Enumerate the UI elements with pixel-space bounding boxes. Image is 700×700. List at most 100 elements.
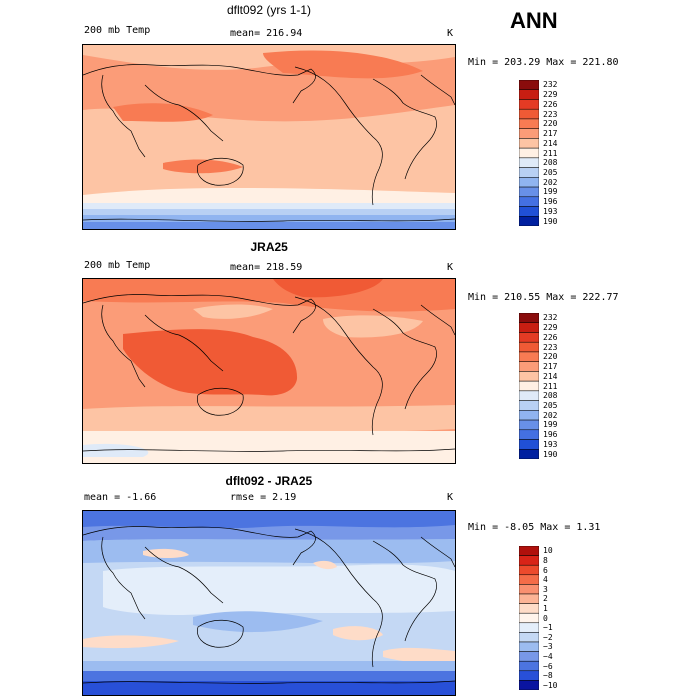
panel2-southern-cool [83,405,455,433]
colorbar-level-label: 199 [543,420,558,430]
colorbar-swatch [518,680,540,691]
colorbar-swatch [518,449,540,460]
colorbar-swatch [518,312,540,323]
colorbar-swatch [518,670,540,681]
colorbar-swatch [518,555,540,566]
colorbar-level-label: 226 [543,99,558,109]
colorbar-swatch [518,118,540,129]
colorbar-level-label: 193 [543,206,558,216]
colorbar-level-label: 214 [543,371,558,381]
colorbar-level-label: 229 [543,90,558,100]
colorbar-swatch [518,545,540,556]
colorbar-level-label: −8 [543,671,553,681]
colorbar-level-label: 199 [543,187,558,197]
colorbar-swatch [518,660,540,672]
colorbar-swatch [518,332,540,343]
panel1-map [82,44,456,230]
panel1-antarctic-band1 [83,203,455,209]
panel2-arctic-warm [273,279,383,298]
panel3-rmse-label: rmse = 2.19 [230,492,297,503]
colorbar-level-label: 226 [543,332,558,342]
colorbar-level-label: 6 [543,565,548,575]
colorbar-level-label: 220 [543,352,558,362]
colorbar-level-label: 217 [543,129,558,139]
season-label: ANN [510,8,558,33]
colorbar-swatch [518,564,540,576]
panel1-map-svg [83,45,455,229]
panel1-antarctic-band4 [83,222,455,229]
panel3-arctic-cold2 [83,525,455,541]
colorbar-swatch [518,400,540,411]
colorbar-level-label: 223 [543,109,558,119]
colorbar-swatch [518,206,540,217]
colorbar-level-label: −10 [543,680,558,690]
panel1-range-label: Min = 203.29 Max = 221.80 [468,57,619,68]
colorbar-swatch [518,390,540,401]
colorbar-swatch [518,651,540,662]
panel2-colorbar [518,312,540,460]
colorbar-level-label: −4 [543,651,553,661]
colorbar-level-label: 232 [543,80,558,90]
panel3-south-warm3 [383,647,455,664]
colorbar-level-label: 220 [543,119,558,129]
colorbar-level-label: 232 [543,313,558,323]
colorbar-level-label: 190 [543,449,558,459]
panel3-south-cool [193,611,323,633]
panel3-arctic-cold [83,511,455,531]
panel1-arctic-warm [263,50,423,79]
colorbar-swatch [518,147,540,159]
panel2-title: JRA25 [250,240,288,254]
panel3-colorbar-labels: 10 8 6 4 3 2 1 0 −1 −2 −3 −4 −6 −8 −10 [543,546,583,690]
panel2-pacific-warm [123,329,298,396]
colorbar-swatch [518,371,540,382]
panel3-map-svg [83,511,455,695]
panel1-colorbar [518,79,540,227]
colorbar-swatch [518,632,540,643]
colorbar-swatch [518,612,540,624]
panel2-coastlines [83,294,455,452]
panel3-coastlines [83,526,455,684]
panel2-map [82,278,456,464]
colorbar-swatch [518,410,540,421]
panel2-antarctic-cool [83,443,149,457]
colorbar-level-label: 208 [543,391,558,401]
panel1-tropical-warm [163,159,243,174]
colorbar-level-label: 3 [543,584,548,594]
colorbar-level-label: 205 [543,167,558,177]
panel1-mean-label: mean= 216.94 [230,28,303,39]
panel2-variable-label: 200 mb Temp [84,260,151,271]
colorbar-swatch [518,380,540,392]
colorbar-level-label: −1 [543,623,553,633]
colorbar-swatch [518,79,540,90]
panel3-south-warm1 [83,635,179,649]
colorbar-level-label: 211 [543,381,558,391]
colorbar-swatch [518,439,540,450]
colorbar-swatch [518,351,540,362]
panel3-antarctic-band2 [83,671,455,681]
panel3-antarctic-band3 [83,681,455,695]
colorbar-level-label: 217 [543,362,558,372]
colorbar-swatch [518,196,540,207]
panel1-variable-label: 200 mb Temp [84,25,151,36]
colorbar-swatch [518,138,540,149]
colorbar-level-label: 229 [543,323,558,333]
panel1-title: dflt092 (yrs 1-1) [227,3,312,17]
panel3-mean-label: mean = -1.66 [84,492,157,503]
panel2-range-label: Min = 210.55 Max = 222.77 [468,292,619,303]
colorbar-level-label: −3 [543,642,553,652]
colorbar-swatch [518,128,540,139]
panel3-tropical-neutral [103,564,455,615]
panel2-atlantic-cool [323,315,423,338]
colorbar-swatch [518,322,540,333]
colorbar-swatch [518,584,540,595]
colorbar-level-label: −6 [543,661,553,671]
colorbar-swatch [518,89,540,100]
colorbar-level-label: 8 [543,555,548,565]
panel2-antarctic-band1 [83,431,455,463]
colorbar-level-label: 0 [543,613,548,623]
colorbar-swatch [518,108,540,120]
colorbar-swatch [518,341,540,353]
colorbar-level-label: 211 [543,148,558,158]
colorbar-swatch [518,622,540,633]
panel1-colorbar-labels: 232 229 226 223 220 217 214 211 208 205 202 199 196 1… [543,80,583,226]
